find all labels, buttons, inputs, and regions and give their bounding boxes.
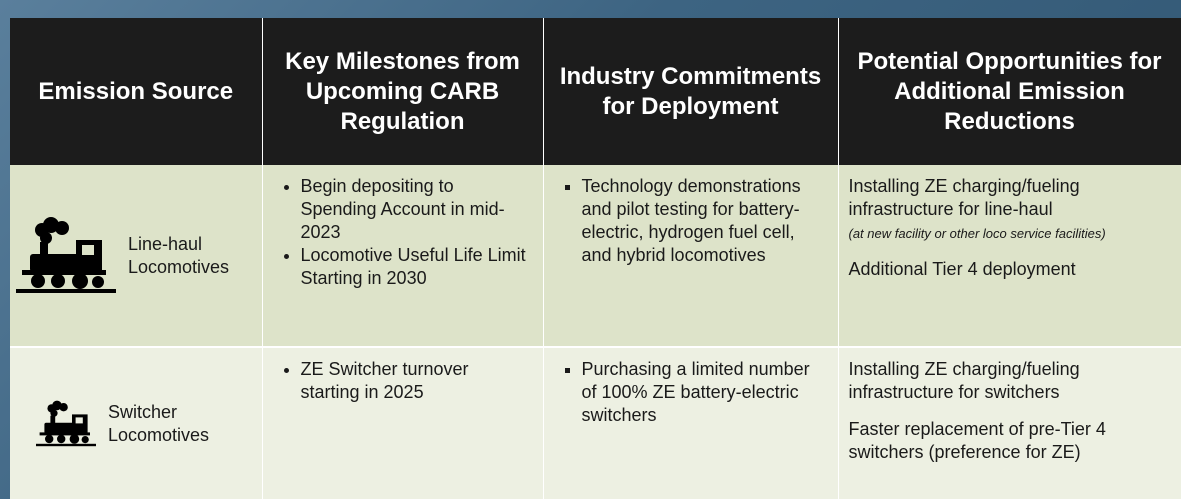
opportunity-cell: Installing ZE charging/fueling infrastru… (838, 165, 1181, 348)
table-body: Line-haul Locomotives Begin depositing to… (10, 165, 1181, 499)
opportunity-item: Installing ZE charging/fueling infrastru… (849, 175, 1171, 244)
header-cell: Key Milestones from Upcoming CARB Regula… (262, 18, 544, 165)
source-name: Line-haul Locomotives (128, 233, 230, 277)
milestone-item: Locomotive Useful Life Limit Starting in… (301, 244, 533, 290)
commitment-item: Purchasing a limited number of 100% ZE b… (582, 358, 828, 427)
header-row: Emission Source Key Milestones from Upcom… (10, 18, 1181, 165)
opportunity-item: Faster replacement of pre-Tier 4 switche… (849, 418, 1171, 464)
milestone-list: Begin depositing to Spending Account in … (273, 175, 533, 290)
emission-table: Emission Source Key Milestones from Upcom… (10, 18, 1181, 499)
header-cell: Industry Commitments for Deployment (543, 18, 839, 165)
commitment-list: Technology demonstrations and pilot test… (554, 175, 828, 267)
opportunity-text: Additional Tier 4 deployment (848, 259, 1076, 279)
milestone-item: ZE Switcher turnover starting in 2025 (301, 358, 533, 404)
commitment-list: Purchasing a limited number of 100% ZE b… (554, 358, 828, 427)
opportunity-note: (at new facility or other loco service f… (848, 226, 1106, 241)
commitment-cell: Purchasing a limited number of 100% ZE b… (543, 347, 839, 499)
opportunity-text: Installing ZE charging/fueling infrastru… (848, 176, 1080, 219)
source-cell: Switcher Locomotives (10, 347, 263, 499)
locomotive-icon (36, 400, 96, 446)
table-row: Switcher Locomotives ZE Switcher turnover… (10, 347, 1181, 499)
locomotive-icon (16, 216, 116, 293)
source-wrap: Line-haul Locomotives (16, 216, 256, 296)
milestone-list: ZE Switcher turnover starting in 2025 (273, 358, 533, 404)
commitment-item: Technology demonstrations and pilot test… (582, 175, 828, 267)
opportunity-item: Additional Tier 4 deployment (849, 258, 1171, 281)
milestone-cell: ZE Switcher turnover starting in 2025 (262, 347, 544, 499)
header-cell: Potential Opportunities for Additional E… (838, 18, 1181, 165)
opportunity-item: Installing ZE charging/fueling infrastru… (849, 358, 1171, 404)
source-cell: Line-haul Locomotives (10, 165, 263, 348)
milestone-cell: Begin depositing to Spending Account in … (262, 165, 544, 348)
opportunity-text: Faster replacement of pre-Tier 4 switche… (848, 419, 1106, 462)
milestone-item: Begin depositing to Spending Account in … (301, 175, 533, 244)
opportunity-cell: Installing ZE charging/fueling infrastru… (838, 347, 1181, 499)
source-wrap: Switcher Locomotives (16, 400, 256, 448)
source-name: Switcher Locomotives (108, 401, 210, 445)
header-cell: Emission Source (10, 18, 263, 165)
commitment-cell: Technology demonstrations and pilot test… (543, 165, 839, 348)
table-row: Line-haul Locomotives Begin depositing to… (10, 165, 1181, 348)
opportunity-text: Installing ZE charging/fueling infrastru… (848, 359, 1080, 402)
